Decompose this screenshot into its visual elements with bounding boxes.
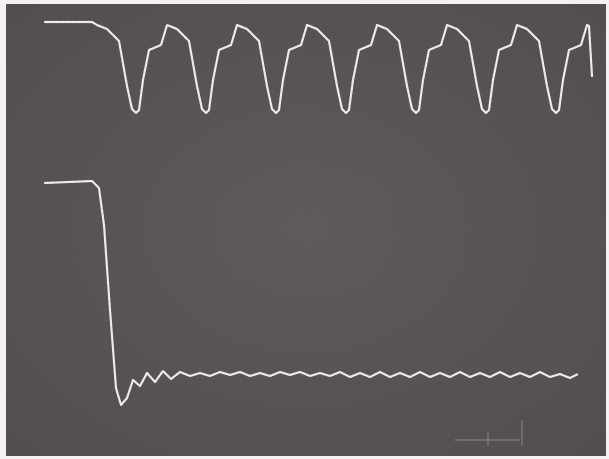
oscilloscope-photo (0, 0, 609, 459)
screen (6, 4, 606, 456)
page (0, 0, 609, 459)
